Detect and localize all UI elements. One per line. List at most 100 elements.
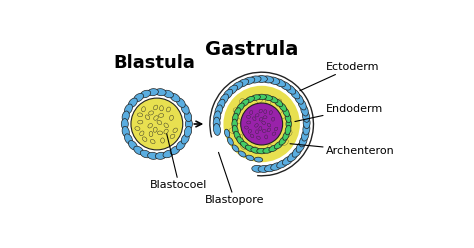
Ellipse shape [255, 76, 267, 82]
Ellipse shape [213, 117, 220, 129]
Ellipse shape [140, 131, 144, 136]
Ellipse shape [223, 89, 233, 99]
Ellipse shape [279, 137, 287, 145]
Text: Ectoderm: Ectoderm [300, 62, 379, 91]
Ellipse shape [236, 134, 243, 141]
Ellipse shape [264, 165, 276, 172]
Ellipse shape [155, 152, 166, 159]
Ellipse shape [266, 97, 271, 105]
Ellipse shape [249, 76, 261, 83]
Ellipse shape [121, 119, 128, 129]
Ellipse shape [237, 79, 249, 87]
Ellipse shape [233, 108, 241, 113]
Ellipse shape [154, 116, 158, 120]
Ellipse shape [269, 111, 273, 115]
Ellipse shape [288, 152, 298, 161]
Ellipse shape [257, 148, 266, 154]
Ellipse shape [164, 129, 168, 134]
Ellipse shape [303, 123, 310, 135]
Ellipse shape [217, 99, 225, 110]
Ellipse shape [268, 77, 280, 84]
Ellipse shape [232, 145, 239, 152]
Ellipse shape [250, 134, 254, 138]
Ellipse shape [150, 139, 155, 144]
Ellipse shape [301, 104, 308, 116]
Ellipse shape [184, 126, 191, 137]
Ellipse shape [283, 156, 293, 165]
Ellipse shape [255, 130, 258, 134]
Ellipse shape [246, 115, 251, 118]
Ellipse shape [253, 117, 256, 121]
Ellipse shape [237, 137, 244, 145]
Ellipse shape [264, 135, 268, 139]
Ellipse shape [298, 99, 306, 110]
Ellipse shape [246, 155, 254, 160]
Ellipse shape [256, 96, 263, 103]
Ellipse shape [262, 119, 269, 125]
Ellipse shape [262, 76, 273, 83]
Ellipse shape [246, 96, 255, 103]
Ellipse shape [166, 107, 171, 112]
Ellipse shape [125, 104, 132, 114]
Ellipse shape [219, 94, 228, 105]
Circle shape [131, 98, 183, 150]
Ellipse shape [232, 113, 238, 123]
Ellipse shape [248, 129, 252, 133]
Ellipse shape [295, 93, 303, 104]
Ellipse shape [274, 127, 278, 131]
Ellipse shape [262, 129, 266, 132]
Ellipse shape [142, 107, 146, 112]
Ellipse shape [163, 90, 173, 98]
Ellipse shape [134, 146, 144, 155]
Ellipse shape [228, 137, 233, 145]
Ellipse shape [234, 108, 240, 117]
Ellipse shape [262, 121, 265, 124]
Ellipse shape [274, 99, 283, 107]
Ellipse shape [245, 126, 248, 129]
Ellipse shape [251, 95, 260, 100]
Ellipse shape [302, 111, 310, 122]
Ellipse shape [255, 114, 259, 117]
Ellipse shape [147, 89, 158, 96]
Ellipse shape [250, 110, 253, 114]
Text: Blastula: Blastula [113, 54, 195, 72]
Ellipse shape [263, 95, 273, 100]
Ellipse shape [214, 111, 221, 123]
Ellipse shape [181, 104, 189, 114]
Ellipse shape [264, 110, 267, 114]
Ellipse shape [170, 115, 173, 120]
Ellipse shape [149, 131, 153, 137]
Ellipse shape [140, 90, 151, 98]
Ellipse shape [238, 151, 246, 157]
Ellipse shape [243, 77, 255, 85]
Ellipse shape [122, 126, 129, 137]
Ellipse shape [170, 134, 175, 139]
Ellipse shape [283, 131, 289, 140]
Ellipse shape [125, 134, 132, 144]
Ellipse shape [263, 148, 273, 153]
Ellipse shape [148, 124, 153, 128]
Ellipse shape [153, 127, 157, 132]
Ellipse shape [213, 124, 220, 135]
Ellipse shape [134, 93, 144, 102]
Ellipse shape [252, 147, 259, 153]
Ellipse shape [137, 113, 143, 117]
Ellipse shape [170, 146, 180, 155]
Ellipse shape [128, 98, 137, 107]
Ellipse shape [232, 119, 237, 129]
Ellipse shape [248, 123, 255, 130]
Ellipse shape [285, 130, 292, 137]
Ellipse shape [299, 136, 307, 147]
Ellipse shape [264, 109, 272, 114]
Ellipse shape [138, 120, 143, 124]
Ellipse shape [215, 105, 222, 117]
Ellipse shape [280, 82, 291, 90]
Ellipse shape [292, 147, 301, 157]
Ellipse shape [135, 126, 140, 130]
Ellipse shape [276, 99, 282, 106]
Ellipse shape [296, 141, 305, 152]
Ellipse shape [303, 117, 310, 129]
Ellipse shape [269, 96, 278, 103]
Ellipse shape [271, 163, 282, 170]
Ellipse shape [269, 145, 278, 152]
